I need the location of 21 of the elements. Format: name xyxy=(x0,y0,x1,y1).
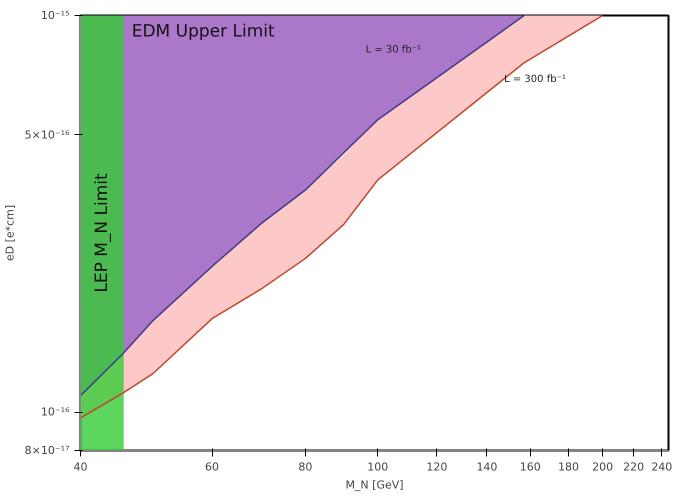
x-tick-label: 40 xyxy=(74,460,88,474)
y-tick-label: 10⁻¹⁶ xyxy=(40,406,70,419)
y-tick-label: 5×10⁻¹⁶ xyxy=(24,128,70,142)
y-tick-label: 8×10⁻¹⁷ xyxy=(24,444,70,457)
x-tick-label: 240 xyxy=(651,460,672,474)
x-tick-label: 200 xyxy=(592,460,614,474)
y-tick-label: 10⁻¹⁵ xyxy=(40,9,70,22)
y-axis-title: eD [e*cm] xyxy=(4,204,17,262)
x-tick-label: 140 xyxy=(476,460,498,474)
x-tick-label: 80 xyxy=(298,460,312,474)
x-tick-label: 180 xyxy=(558,460,579,474)
x-tick-label: 220 xyxy=(623,460,644,474)
x-tick-label: 60 xyxy=(205,460,220,474)
x-axis-title: M_N [GeV] xyxy=(345,478,404,492)
annotation: EDM Upper Limit xyxy=(132,22,275,42)
text: L = 30 fb⁻¹ xyxy=(366,44,421,56)
x-tick-label: 100 xyxy=(367,460,388,474)
x-tick-label: 160 xyxy=(520,460,541,474)
band-label: LEP M_N Limit xyxy=(92,173,112,293)
series-label: L = 300 fb⁻¹ xyxy=(504,74,566,85)
x-tick-label: 120 xyxy=(426,460,448,474)
